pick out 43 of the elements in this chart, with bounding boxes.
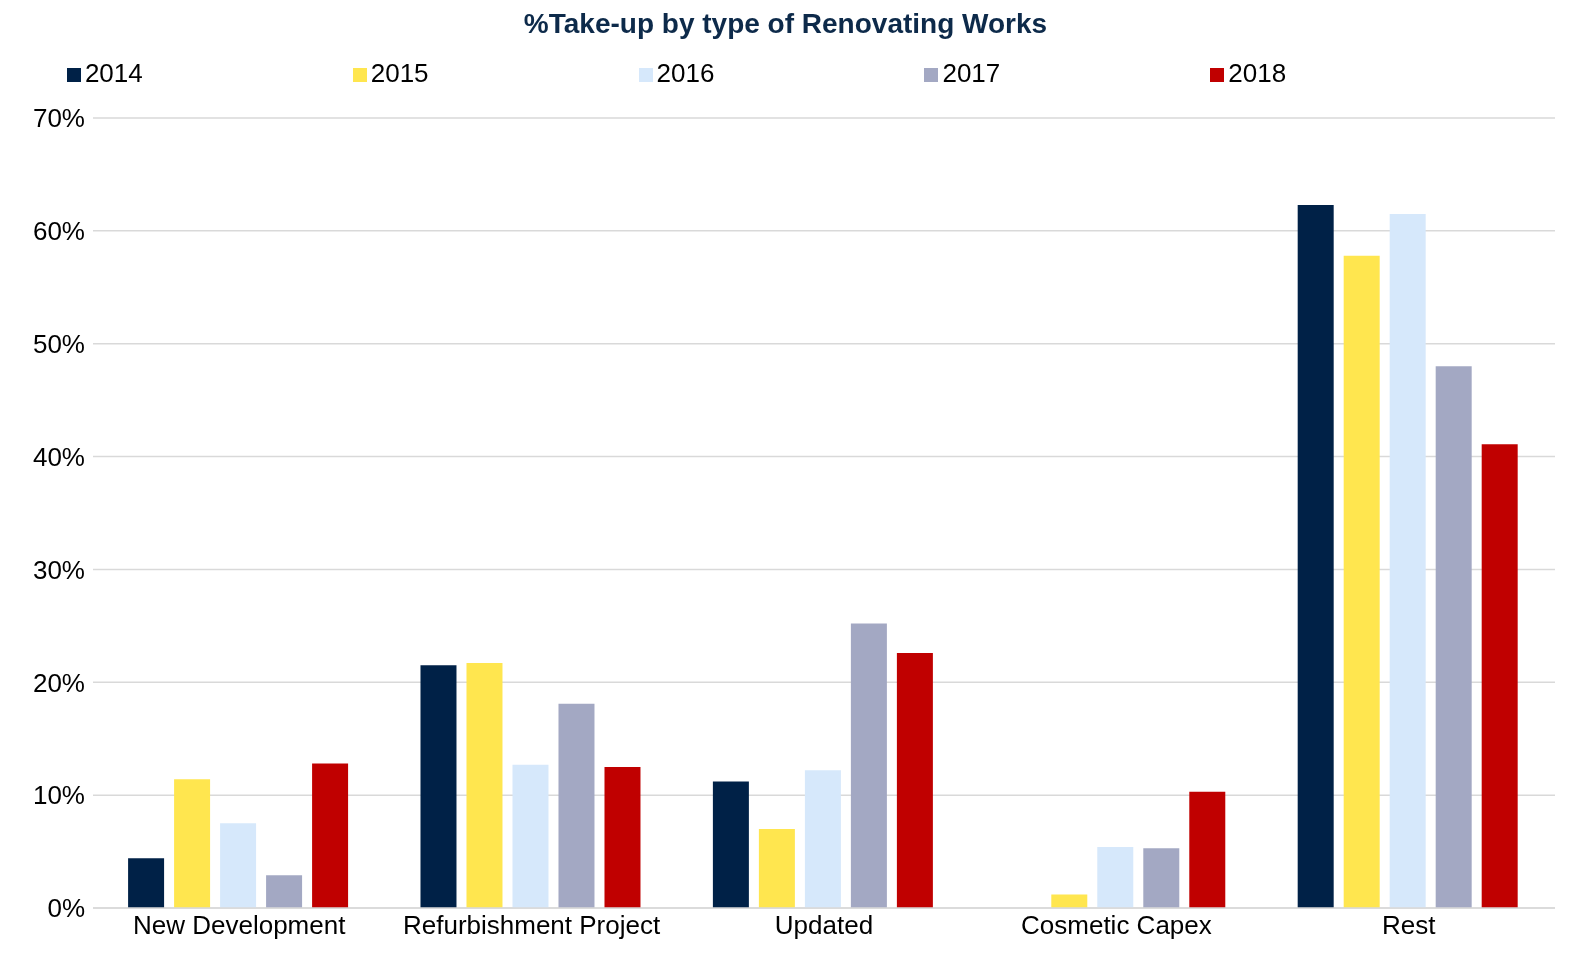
bar <box>466 663 503 908</box>
bar <box>1097 847 1134 908</box>
x-tick-label: Refurbishment Project <box>402 910 661 941</box>
bar <box>1343 255 1380 908</box>
bar <box>420 665 457 908</box>
bar <box>1389 213 1426 908</box>
y-tick-label: 40% <box>32 441 85 472</box>
bar <box>604 766 641 908</box>
bar <box>220 823 257 908</box>
bar <box>712 781 749 908</box>
bar <box>512 764 549 908</box>
bar <box>896 652 933 908</box>
bar <box>1435 366 1472 908</box>
y-tick-label: 0% <box>47 893 85 924</box>
x-tick-label: Updated <box>774 910 874 941</box>
bar <box>758 829 795 908</box>
bar <box>266 875 303 908</box>
y-tick-label: 30% <box>32 554 85 585</box>
x-tick-label: Rest <box>1382 910 1437 941</box>
bar <box>1297 204 1334 908</box>
bar <box>850 623 887 908</box>
bar <box>1481 444 1518 908</box>
bar <box>1189 791 1226 908</box>
legend-label: 2018 <box>1228 58 1287 88</box>
bar <box>128 858 165 908</box>
y-tick-label: 20% <box>32 667 85 698</box>
bar <box>1143 848 1180 908</box>
bar <box>1051 894 1088 908</box>
y-tick-label: 70% <box>32 103 85 134</box>
legend-label: 2017 <box>942 58 1001 88</box>
bar <box>804 770 841 908</box>
legend-label: 2016 <box>656 58 715 88</box>
bar <box>312 763 349 908</box>
bar <box>174 779 211 908</box>
y-tick-label: 50% <box>32 328 85 359</box>
legend-label: 2014 <box>84 58 143 88</box>
bar <box>558 703 595 908</box>
y-tick-label: 60% <box>32 216 85 247</box>
x-tick-label: Cosmetic Capex <box>1021 910 1212 941</box>
y-tick-label: 10% <box>32 780 85 811</box>
x-tick-label: New Development <box>132 910 347 941</box>
legend-label: 2015 <box>370 58 429 88</box>
chart-title: %Take-up by type of Renovating Works <box>522 8 1049 41</box>
